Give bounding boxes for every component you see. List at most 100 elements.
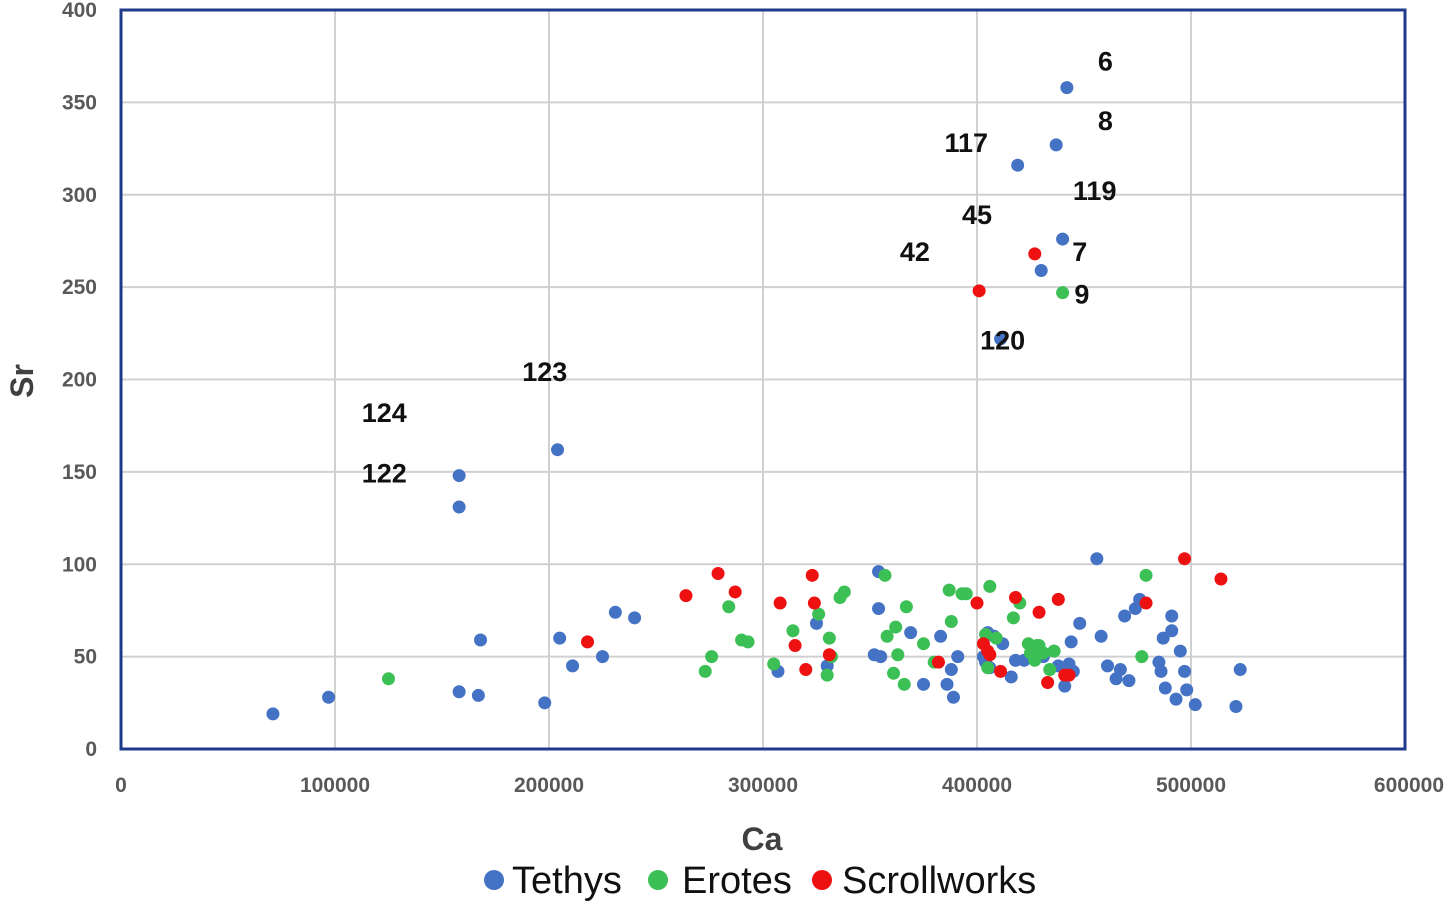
point-tethys: [1056, 232, 1070, 246]
x-tick-label: 300000: [728, 774, 798, 797]
point-erotes: [837, 585, 851, 599]
point-erotes: [705, 650, 719, 664]
point-scrollworks: [799, 663, 813, 677]
point-annotation: 124: [362, 398, 407, 428]
y-tick-label: 350: [62, 91, 97, 114]
point-tethys: [553, 631, 567, 645]
legend-marker-erotes: [648, 870, 668, 890]
point-erotes: [917, 637, 930, 651]
point-tethys: [1165, 624, 1179, 638]
x-tick-label: 0: [115, 774, 127, 797]
point-scrollworks: [773, 596, 787, 610]
point-tethys: [1004, 670, 1018, 684]
point-erotes: [820, 668, 834, 682]
legend-label-tethys: Tethys: [512, 860, 622, 902]
point-scrollworks: [788, 639, 802, 653]
point-erotes: [1056, 286, 1070, 300]
point-tethys: [946, 690, 960, 704]
point-erotes: [878, 568, 892, 582]
point-scrollworks: [805, 568, 819, 582]
point-scrollworks: [1028, 247, 1042, 261]
point-erotes: [889, 620, 903, 634]
point-annotation: 119: [1073, 176, 1117, 206]
point-tethys: [1158, 681, 1172, 695]
y-axis-title: Sr: [4, 364, 40, 398]
point-tethys: [596, 650, 609, 664]
point-tethys: [934, 629, 948, 643]
point-tethys: [1011, 158, 1025, 172]
data-points: [266, 81, 1247, 721]
point-erotes: [1036, 646, 1050, 660]
point-tethys: [1229, 700, 1243, 714]
point-tethys: [1156, 631, 1170, 645]
plot-area-frame: [119, 8, 1407, 751]
point-tethys: [322, 690, 336, 704]
point-erotes: [880, 629, 894, 643]
point-tethys: [1113, 663, 1127, 677]
point-tethys: [904, 626, 918, 640]
point-tethys: [471, 688, 485, 702]
legend: Tethys Erotes Scrollworks: [484, 860, 1036, 902]
point-tethys: [1122, 674, 1136, 688]
point-scrollworks: [1051, 592, 1065, 606]
point-tethys: [566, 659, 580, 673]
point-annotation: 123: [522, 357, 567, 387]
point-scrollworks: [1009, 591, 1023, 605]
legend-marker-scrollworks: [812, 870, 832, 890]
point-tethys: [538, 696, 552, 710]
point-erotes: [989, 631, 1003, 645]
point-annotation: 6: [1098, 47, 1113, 77]
y-tick-label: 150: [62, 461, 97, 484]
point-scrollworks: [711, 566, 725, 580]
point-scrollworks: [1062, 668, 1076, 682]
point-erotes: [767, 657, 781, 671]
point-tethys: [1188, 698, 1202, 712]
y-tick-label: 300: [62, 184, 97, 207]
point-scrollworks: [1041, 675, 1055, 689]
point-scrollworks: [983, 648, 997, 662]
point-tethys: [1058, 679, 1072, 693]
y-tick-label: 0: [85, 738, 97, 761]
point-erotes: [1139, 568, 1153, 582]
point-scrollworks: [1214, 572, 1228, 586]
point-tethys: [1034, 263, 1048, 277]
point-tethys: [872, 602, 886, 616]
point-tethys: [944, 663, 958, 677]
y-tick-label: 50: [74, 646, 97, 669]
point-tethys: [551, 443, 565, 457]
point-annotation: 117: [945, 128, 989, 158]
point-annotation: 120: [980, 326, 1025, 356]
point-annotation: 45: [962, 200, 992, 230]
x-tick-labels: 0 100000 200000 300000 400000 500000 600000: [115, 774, 1444, 797]
x-tick-label: 200000: [514, 774, 584, 797]
point-tethys: [1169, 692, 1183, 706]
point-scrollworks: [1178, 552, 1192, 566]
point-erotes: [899, 600, 913, 614]
point-tethys: [1173, 644, 1187, 658]
point-tethys: [1094, 629, 1108, 643]
y-tick-label: 200: [62, 369, 97, 392]
point-tethys: [1064, 635, 1078, 649]
y-tick-label: 400: [62, 0, 97, 22]
point-erotes: [1028, 653, 1042, 667]
point-tethys: [917, 677, 930, 691]
point-tethys: [452, 469, 466, 483]
y-tick-label: 250: [62, 276, 97, 299]
point-erotes: [382, 672, 395, 686]
point-tethys: [1180, 683, 1194, 697]
x-axis-title: Ca: [742, 821, 783, 857]
point-tethys: [1101, 659, 1115, 673]
point-erotes: [983, 579, 997, 593]
x-tick-label: 400000: [942, 774, 1012, 797]
point-scrollworks: [822, 648, 836, 662]
grid-lines: [121, 10, 1405, 749]
point-scrollworks: [728, 585, 742, 599]
point-erotes: [897, 677, 911, 691]
point-tethys: [474, 633, 488, 647]
point-tethys: [608, 605, 622, 619]
point-tethys: [1178, 664, 1192, 678]
point-erotes: [812, 607, 826, 621]
point-tethys: [1165, 609, 1179, 623]
point-tethys: [994, 332, 1008, 346]
point-scrollworks: [807, 596, 821, 610]
